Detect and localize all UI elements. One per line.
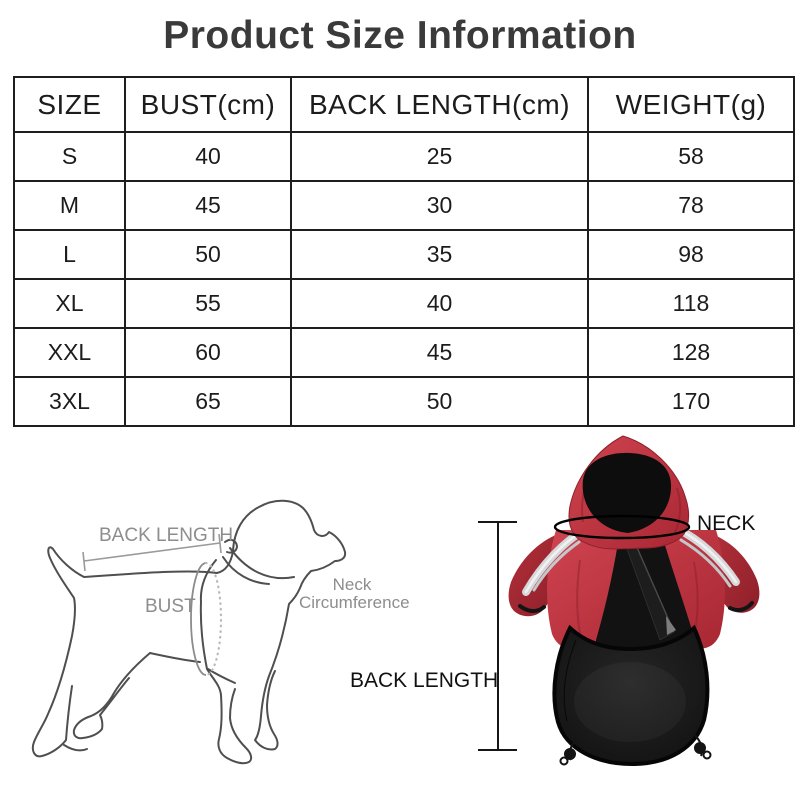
jacket-measure-line-top-cap [478, 521, 517, 523]
neck-circumference-line1: Neck [332, 575, 372, 594]
belly-panel [552, 624, 710, 767]
jacket-back-length-label: BACK LENGTH [350, 669, 499, 692]
table-cell: 128 [587, 327, 795, 378]
table-cell: 30 [290, 180, 589, 231]
table-cell: 25 [290, 131, 589, 182]
table-cell: L [13, 229, 126, 280]
table-cell: 78 [587, 180, 795, 231]
dog-neck-circumference-label: Neck Circumference [299, 575, 410, 612]
jacket-photo [508, 435, 760, 767]
jacket-hood [568, 435, 690, 550]
table-cell: 170 [587, 376, 795, 427]
front-opening-liner [596, 530, 696, 648]
drawcord-toggle-left [559, 737, 578, 766]
hood-opening [582, 452, 672, 533]
back-length-measure-line [82, 533, 222, 572]
neck-measure-ellipse [553, 514, 691, 540]
table-cell: XXL [13, 327, 126, 378]
table-cell: M [13, 180, 126, 231]
table-cell: 118 [587, 278, 795, 329]
table-cell: XL [13, 278, 126, 329]
table-row: M 45 30 78 [13, 180, 795, 231]
table-cell: 58 [587, 131, 795, 182]
table-cell: 65 [124, 376, 292, 427]
bust-measurement-ellipse [190, 561, 223, 677]
dog-outline [31, 499, 347, 765]
table-cell: 45 [290, 327, 589, 378]
header-size: SIZE [13, 76, 126, 133]
table-cell: 55 [124, 278, 292, 329]
drawcord-toggle-right [692, 732, 712, 760]
table-row: L 50 35 98 [13, 229, 795, 280]
size-table: SIZE BUST(cm) BACK LENGTH(cm) WEIGHT(g) … [13, 76, 795, 427]
dog-bust-label: BUST [145, 596, 196, 617]
table-row: XL 55 40 118 [13, 278, 795, 329]
table-cell: S [13, 131, 126, 182]
table-cell: 40 [124, 131, 292, 182]
jacket-back-length-measure-line [497, 522, 499, 750]
neck-circumference-line2: Circumference [299, 593, 410, 612]
table-row: XXL 60 45 128 [13, 327, 795, 378]
table-cell: 40 [290, 278, 589, 329]
table-cell: 3XL [13, 376, 126, 427]
header-weight: WEIGHT(g) [587, 76, 795, 133]
page-title: Product Size Information [163, 14, 637, 57]
table-cell: 50 [290, 376, 589, 427]
table-cell: 50 [124, 229, 292, 280]
table-row: 3XL 65 50 170 [13, 376, 795, 427]
header-bust: BUST(cm) [124, 76, 292, 133]
table-cell: 35 [290, 229, 589, 280]
table-header-row: SIZE BUST(cm) BACK LENGTH(cm) WEIGHT(g) [13, 76, 795, 133]
dog-measurement-drawing [31, 499, 347, 765]
header-back-length: BACK LENGTH(cm) [290, 76, 589, 133]
jacket-measure-line-bottom-cap [478, 749, 517, 751]
table-cell: 45 [124, 180, 292, 231]
table-cell: 98 [587, 229, 795, 280]
dog-back-length-label: BACK LENGTH [99, 525, 234, 546]
table-cell: 60 [124, 327, 292, 378]
table-row: S 40 25 58 [13, 131, 795, 182]
jacket-neck-label: NECK [697, 512, 756, 535]
